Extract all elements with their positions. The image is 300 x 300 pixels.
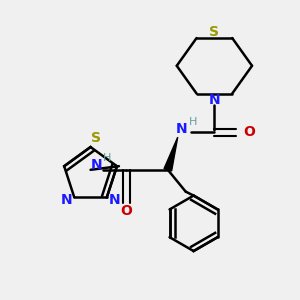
Text: N: N: [61, 193, 72, 207]
Text: N: N: [208, 94, 220, 107]
Text: N: N: [91, 158, 102, 172]
Text: S: S: [91, 131, 100, 145]
Text: S: S: [209, 25, 219, 39]
Text: O: O: [120, 204, 132, 218]
Text: H: H: [188, 117, 197, 127]
Polygon shape: [164, 137, 178, 171]
Text: N: N: [176, 122, 188, 136]
Text: N: N: [109, 193, 121, 207]
Text: H: H: [103, 153, 112, 163]
Text: O: O: [243, 125, 255, 139]
